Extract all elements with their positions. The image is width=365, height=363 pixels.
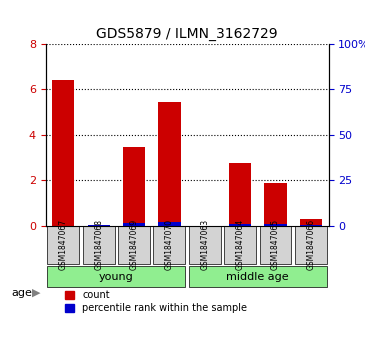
FancyBboxPatch shape [224, 225, 256, 264]
Text: GSM1847070: GSM1847070 [165, 219, 174, 270]
Text: GSM1847069: GSM1847069 [130, 219, 139, 270]
FancyBboxPatch shape [118, 225, 150, 264]
Text: middle age: middle age [226, 272, 289, 282]
Bar [158, 102, 181, 225]
Legend: count, percentile rank within the sample: count, percentile rank within the sample [65, 290, 247, 313]
Text: ▶: ▶ [31, 288, 40, 298]
Text: GSM1847064: GSM1847064 [235, 219, 245, 270]
Bar [158, 222, 181, 225]
Text: young: young [99, 272, 134, 282]
FancyBboxPatch shape [47, 225, 79, 264]
FancyBboxPatch shape [189, 266, 327, 287]
Bar [123, 147, 145, 225]
Text: GSM1847063: GSM1847063 [200, 219, 209, 270]
FancyBboxPatch shape [295, 225, 327, 264]
FancyBboxPatch shape [260, 225, 291, 264]
Bar [229, 224, 251, 225]
FancyBboxPatch shape [189, 225, 221, 264]
Text: GSM1847068: GSM1847068 [94, 219, 103, 270]
Text: age: age [12, 288, 32, 298]
Bar [264, 183, 287, 225]
Bar [300, 219, 322, 225]
FancyBboxPatch shape [83, 225, 115, 264]
Bar [52, 80, 74, 225]
Bar [229, 163, 251, 225]
Bar [264, 224, 287, 225]
Text: GSM1847066: GSM1847066 [306, 219, 315, 270]
Bar [123, 223, 145, 225]
Text: GSM1847067: GSM1847067 [59, 219, 68, 270]
Title: GDS5879 / ILMN_3162729: GDS5879 / ILMN_3162729 [96, 27, 278, 41]
FancyBboxPatch shape [153, 225, 185, 264]
Text: GSM1847065: GSM1847065 [271, 219, 280, 270]
FancyBboxPatch shape [47, 266, 185, 287]
